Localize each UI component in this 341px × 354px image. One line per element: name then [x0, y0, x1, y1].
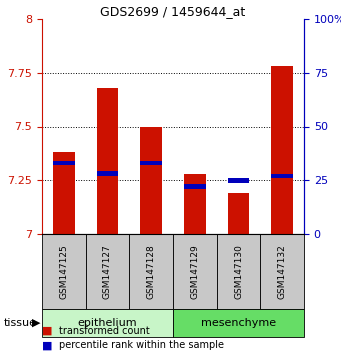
Text: mesenchyme: mesenchyme	[201, 318, 276, 328]
Bar	[97, 171, 118, 176]
Text: GSM147125: GSM147125	[59, 244, 68, 299]
Text: ▶: ▶	[32, 318, 41, 328]
Text: GSM147130: GSM147130	[234, 244, 243, 299]
Bar	[217, 234, 260, 309]
Bar	[53, 152, 75, 234]
Bar	[173, 234, 217, 309]
Text: GSM147129: GSM147129	[190, 244, 199, 299]
Bar	[227, 178, 249, 183]
Bar	[97, 88, 118, 234]
Text: tissue: tissue	[3, 318, 36, 328]
Bar	[42, 234, 86, 309]
Bar	[140, 161, 162, 165]
Bar	[260, 234, 304, 309]
Bar	[86, 234, 129, 309]
Bar	[271, 66, 293, 234]
Bar	[129, 234, 173, 309]
Bar	[53, 161, 75, 165]
Text: epithelium: epithelium	[78, 318, 137, 328]
Bar	[42, 309, 173, 337]
Bar	[184, 174, 206, 234]
Bar	[173, 309, 304, 337]
Bar	[271, 173, 293, 178]
Text: ■: ■	[42, 326, 53, 336]
Text: GSM147132: GSM147132	[278, 244, 287, 299]
Title: GDS2699 / 1459644_at: GDS2699 / 1459644_at	[100, 5, 246, 18]
Text: GSM147128: GSM147128	[147, 244, 156, 299]
Text: ■: ■	[42, 340, 53, 350]
Text: GSM147127: GSM147127	[103, 244, 112, 299]
Text: transformed count: transformed count	[59, 326, 150, 336]
Bar	[140, 126, 162, 234]
Text: percentile rank within the sample: percentile rank within the sample	[59, 340, 224, 350]
Bar	[184, 184, 206, 189]
Bar	[227, 193, 249, 234]
